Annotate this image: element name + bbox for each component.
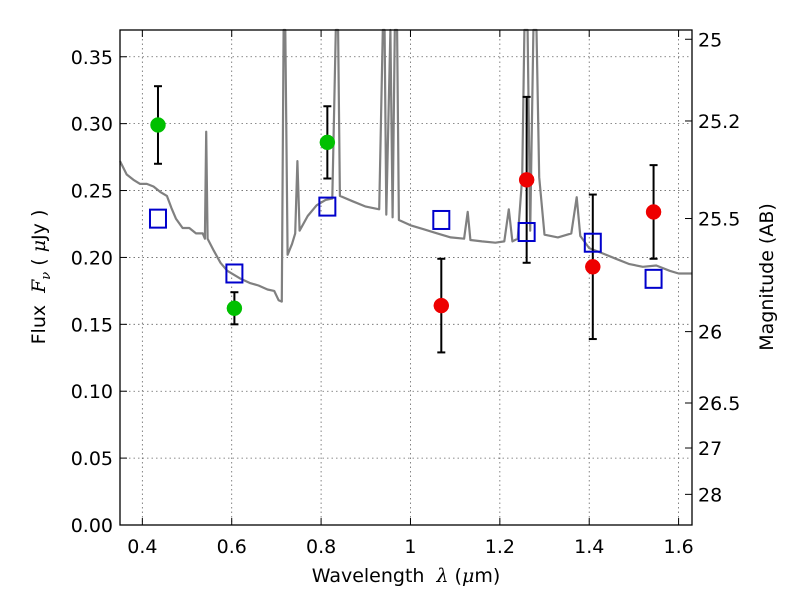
red-point — [645, 204, 662, 220]
grid — [120, 30, 692, 526]
model-series — [148, 196, 663, 289]
y2-tick-label: 25.2 — [698, 111, 740, 133]
y-tick-label: 0.05 — [71, 448, 113, 470]
red-point — [433, 297, 450, 314]
red-point — [585, 259, 601, 275]
y2-tick-label: 26 — [698, 322, 722, 344]
y2-tick-label: 25 — [698, 29, 722, 51]
y-tick-label: 0.25 — [71, 181, 113, 203]
y-tick-label: 0.00 — [71, 515, 113, 537]
model-point — [432, 209, 451, 230]
green-point — [319, 134, 336, 151]
x-axis-label: Wavelength λ (μm) — [312, 565, 501, 587]
x-axis: 0.4 0.6 0.8 1 1.2 1.4 1.6 — [127, 30, 694, 558]
model-point — [644, 268, 663, 289]
y2-tick-label: 25.5 — [698, 209, 740, 231]
x-tick-label: 0.8 — [306, 536, 336, 558]
y2-axis: 25 25.2 25.5 26 26.5 27 28 — [685, 29, 740, 506]
y-tick-label: 0.10 — [71, 381, 113, 403]
green-point — [150, 117, 166, 133]
green-series — [150, 117, 336, 317]
model-point — [583, 232, 602, 253]
y-tick-label: 0.20 — [71, 247, 113, 269]
x-tick-label: 0.4 — [127, 536, 157, 558]
x-tick-label: 1.6 — [663, 536, 693, 558]
model-point — [517, 222, 536, 243]
y-axis: 0.00 0.05 0.10 0.15 0.20 0.25 0.30 0.35 — [71, 47, 127, 537]
x-tick-label: 1 — [404, 536, 416, 558]
y2-axis-label: Magnitude (AB) — [756, 203, 778, 351]
spectrum-line — [119, 28, 692, 303]
y-tick-label: 0.35 — [71, 47, 113, 69]
y2-tick-label: 26.5 — [698, 393, 740, 415]
red-series — [433, 172, 662, 314]
model-point — [318, 196, 337, 217]
y-tick-label: 0.15 — [71, 314, 113, 336]
y-tick-label: 0.30 — [71, 114, 113, 136]
x-tick-label: 1.2 — [485, 536, 515, 558]
x-tick-label: 1.4 — [574, 536, 604, 558]
y-axis-label: FluxFν ( μJy ) — [28, 210, 54, 345]
model-point — [225, 263, 244, 284]
y2-tick-label: 27 — [698, 438, 722, 460]
green-point — [226, 300, 243, 317]
x-tick-label: 0.6 — [217, 536, 247, 558]
red-point — [518, 172, 535, 188]
plot-frame — [119, 29, 693, 526]
spectrum-series — [119, 28, 692, 303]
y2-tick-label: 28 — [698, 484, 722, 506]
model-point — [148, 208, 167, 229]
